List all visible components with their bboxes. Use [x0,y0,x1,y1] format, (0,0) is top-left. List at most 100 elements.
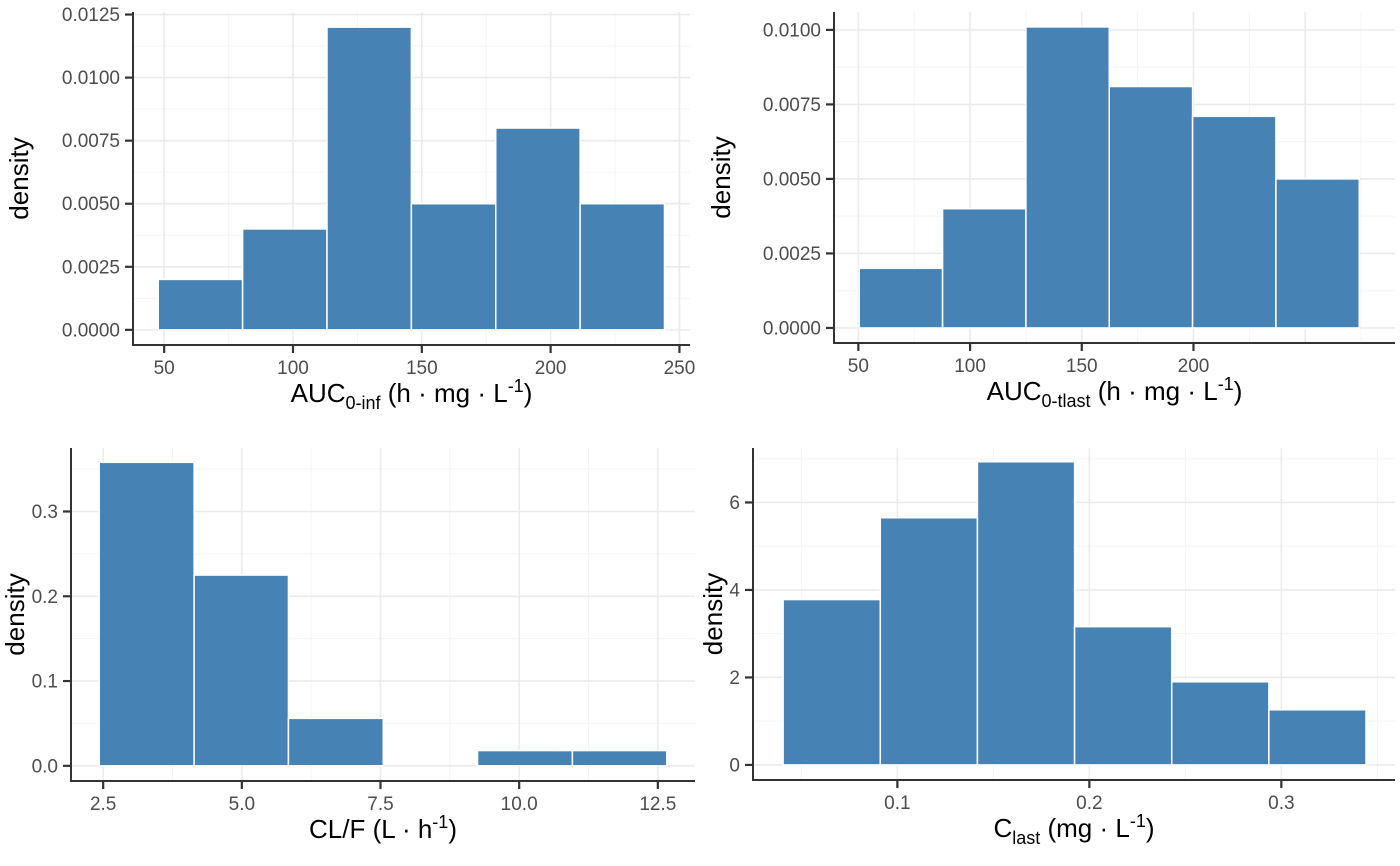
x-axis-title-segment: last [1012,828,1040,848]
tick-marks [745,501,1283,788]
x-tick-label: 12.5 [639,794,676,815]
y-tick-label: 0.3 [32,502,58,523]
panel-cell-cl-f: 2.5 5.0 7.5 10.0 12.5 0.0 0.1 0.2 0.3 CL/F (L · h… [0,433,700,866]
x-axis-title-segment: 0-tlast [1042,391,1091,411]
y-tick-labels: 0.0 0.1 0.2 0.3 [32,502,58,777]
y-tick-labels: 0 2 4 6 [729,493,740,776]
tick-marks [125,13,681,353]
x-tick-label: 0.2 [1076,793,1102,814]
x-axis-title-segment: 0-inf [346,393,382,413]
histogram-bar [326,26,413,331]
y-tick-labels: 0.0000 0.0025 0.0050 0.0075 0.0100 0.0125 [62,5,120,341]
x-tick-label: 50 [848,356,869,377]
y-tick-label: 0.0125 [62,5,120,26]
y-tick-labels: 0.0000 0.0025 0.0050 0.0075 0.0100 [763,20,821,339]
histogram-bar [476,749,574,767]
y-axis-title: density [706,136,736,218]
x-axis-title-segment: -1 [1218,374,1234,394]
histogram-bar [410,202,497,331]
bars [157,26,666,331]
y-tick-label: 0 [729,755,740,776]
panel-cell-auc-0-tlast: 50 100 150 200 0.0000 0.0025 0.0050 0.0075 0.010… [700,0,1400,433]
histogram-bar [1268,709,1367,766]
histogram-bar [241,228,328,331]
histogram-bar [941,207,1027,329]
x-axis-title-segment: ) [1234,376,1243,406]
x-axis-title-segment: ) [1146,813,1155,843]
x-axis-title: AUC0-inf (h · mg · L-1) [291,376,533,413]
x-tick-label: 200 [535,358,567,379]
x-tick-label: 100 [954,356,986,377]
y-tick-label: 0.0000 [62,320,120,341]
x-axis-title-segment: C [993,813,1012,843]
histogram-bar [571,749,668,767]
axes [132,12,690,346]
histogram-bar [193,574,290,767]
x-axis-title-segment: ) [524,378,533,408]
y-tick-label: 0.0 [32,756,58,777]
x-tick-label: 150 [1066,356,1098,377]
x-axis-title: CL/F (L · h-1) [309,812,457,844]
histogram-c-last: 0.1 0.2 0.3 0 2 4 6 Clast (mg · L-1) density [700,433,1400,866]
y-tick-label: 0.1 [32,672,58,693]
x-tick-labels: 50 100 150 200 250 [154,358,696,379]
panel-cell-auc-0-inf: 50 100 150 200 250 0.0000 0.0025 0.0050 0.0075 0.… [0,0,700,433]
x-tick-label: 2.5 [90,794,116,815]
histogram-bar [858,267,944,329]
x-tick-label: 150 [406,358,438,379]
x-tick-labels: 0.1 0.2 0.3 [884,793,1294,814]
x-axis-title-segment: CL/F (L · h [309,814,432,844]
y-tick-label: 0.0050 [62,194,120,215]
histogram-bar [98,461,195,767]
x-tick-label: 0.1 [884,793,910,814]
y-tick-label: 0.0050 [763,169,821,190]
histogram-bar [1025,26,1110,329]
x-tick-labels: 2.5 5.0 7.5 10.0 12.5 [90,794,676,815]
histogram-bar [782,598,882,766]
histogram-bar [1170,681,1270,766]
y-tick-label: 0.0000 [763,318,821,339]
x-tick-label: 10.0 [501,794,538,815]
x-axis-title: AUC0-tlast (h · mg · L-1) [987,374,1243,411]
histogram-bar [1108,85,1194,329]
x-tick-label: 50 [154,358,175,379]
x-axis-title-segment: -1 [432,812,448,832]
y-axis-title: density [700,573,728,655]
histogram-bar [287,717,385,767]
x-axis-title-segment: -1 [1130,811,1146,831]
x-tick-label: 200 [1178,356,1210,377]
y-tick-label: 0.2 [32,587,58,608]
histogram-bar [1191,115,1277,329]
histogram-bar [1073,625,1173,766]
histogram-bar [976,461,1076,766]
histogram-auc-0-inf: 50 100 150 200 2500.00000.00250.00500.00750.… [0,0,700,433]
histogram-bar [157,278,244,331]
bars [858,26,1361,329]
y-tick-label: 0.0075 [62,131,120,152]
axes [70,448,695,782]
y-tick-label: 4 [729,580,740,601]
x-tick-label: 100 [277,358,309,379]
x-tick-label: 0.3 [1268,793,1294,814]
y-tick-label: 0.0100 [62,68,120,89]
x-axis-title: Clast (mg · L-1) [993,811,1154,848]
histogram-bar [879,517,979,766]
histogram-bar [1275,178,1361,329]
histogram-cl-f: 2.5 5.0 7.5 10.0 12.5 0.0 0.1 0.2 0.3 CL/F (L · h… [0,433,700,866]
y-tick-label: 2 [729,668,740,689]
y-tick-label: 0.0025 [763,244,821,265]
x-axis-title-segment: -1 [508,376,524,396]
x-axis-title-segment: (h · mg · L [1091,376,1218,406]
y-tick-label: 6 [729,493,740,514]
histogram-auc-0-tlast: 50 100 150 200 0.0000 0.0025 0.0050 0.0075 0.010… [700,0,1400,433]
tick-marks [826,28,1195,351]
x-axis-title-segment: (mg · L [1040,813,1130,843]
histogram-bar [494,127,581,331]
y-axis-title: density [0,573,30,655]
x-tick-label: 5.0 [229,794,255,815]
bars [782,461,1367,766]
x-tick-labels: 50 100 150 200 [848,356,1210,377]
x-axis-title-segment: AUC [987,376,1042,406]
y-tick-label: 0.0100 [763,20,821,41]
